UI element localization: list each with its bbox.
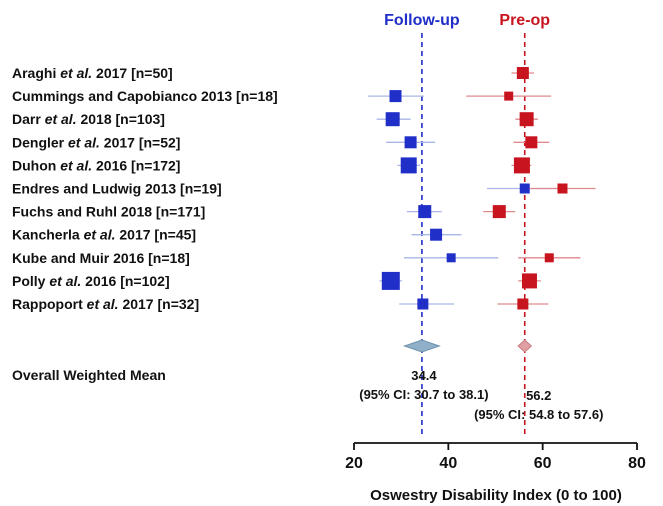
x-axis-label: Oswestry Disability Index (0 to 100) [370,487,622,504]
overall-value-1: 34.4 [411,368,437,383]
series-headers: Follow-up Pre-op [384,12,550,29]
study-marker [557,183,568,194]
overall-estimates: Overall Weighted Mean 34.4 (95% CI: 30.7 … [12,339,603,422]
study-label-rest: 2016 [n=102] [81,273,169,289]
study-label-etal: et al. [68,134,100,150]
study-label-name: Kancherla [12,227,84,243]
study-marker [417,298,429,310]
study-label-name: Rappoport [12,296,87,312]
series-header-1: Follow-up [384,12,460,29]
study-label: Dengler et al. 2017 [n=52] [12,134,180,150]
study-marker [504,91,514,101]
study-label-name: Polly [12,273,49,289]
study-label: Kube and Muir 2016 [n=18] [12,250,190,266]
study-label-rest: 2017 [n=32] [119,296,200,312]
overall-value-2: 56.2 [526,388,551,403]
overall-ci-1: (95% CI: 30.7 to 38.1) [359,387,488,402]
study-label-name: Endres and Ludwig 2013 [n=19] [12,181,222,197]
study-marker [400,157,417,174]
study-marker [418,205,432,219]
study-marker [525,136,538,149]
x-tick-label: 40 [439,455,457,472]
study-marker [446,253,456,263]
x-axis: Oswestry Disability Index (0 to 100) 20 4… [345,442,646,504]
x-tick-label: 80 [628,455,646,472]
study-label: Rappoport et al. 2017 [n=32] [12,296,199,312]
overall-ci-2: (95% CI: 54.8 to 57.6) [474,407,603,422]
study-label: Cummings and Capobianco 2013 [n=18] [12,88,278,104]
study-marker [381,271,400,290]
study-label-name: Araghi [12,65,60,81]
reference-lines [421,33,526,438]
x-tick-label: 20 [345,455,363,472]
study-label: Duhon et al. 2016 [n=172] [12,157,180,173]
study-label-name: Cummings and Capobianco 2013 [n=18] [12,88,278,104]
study-label: Fuchs and Ruhl 2018 [n=171] [12,204,205,220]
study-marker [404,136,417,149]
study-marker [544,253,554,263]
study-label-name: Duhon [12,157,60,173]
study-label: Darr et al. 2018 [n=103] [12,111,165,127]
study-label-rest: 2018 [n=103] [77,111,165,127]
study-label-rest: 2017 [n=50] [92,65,173,81]
x-tick-label: 60 [534,455,552,472]
study-label: Polly et al. 2016 [n=102] [12,273,170,289]
study-label-name: Kube and Muir 2016 [n=18] [12,250,190,266]
study-label-etal: et al. [84,227,116,243]
overall-diamond-1 [402,339,441,353]
overall-diamond-2 [517,339,533,353]
study-label-rest: 2016 [n=172] [92,157,180,173]
study-marker [385,112,400,127]
study-marker [517,298,529,310]
study-marker [430,228,443,241]
study-label-etal: et al. [87,296,119,312]
study-label: Araghi et al. 2017 [n=50] [12,65,173,81]
overall-label: Overall Weighted Mean [12,367,166,383]
study-label: Kancherla et al. 2017 [n=45] [12,227,196,243]
study-label-etal: et al. [49,273,81,289]
study-label-etal: et al. [60,157,92,173]
study-marker [519,112,534,127]
study-marker [516,67,529,79]
study-marker [521,273,537,289]
study-label-name: Darr [12,111,45,127]
study-label-rest: 2017 [n=52] [100,134,181,150]
study-label-etal: et al. [60,65,92,81]
study-marker [492,205,506,219]
study-label: Endres and Ludwig 2013 [n=19] [12,181,222,197]
study-marker [513,157,530,174]
study-markers [368,67,596,310]
study-labels: Araghi et al. 2017 [n=50] Cummings and Ca… [12,65,278,312]
study-label-rest: 2017 [n=45] [116,227,197,243]
study-label-name: Dengler [12,134,68,150]
study-marker [389,90,402,103]
study-label-etal: et al. [45,111,77,127]
study-label-name: Fuchs and Ruhl 2018 [n=171] [12,204,205,220]
series-header-2: Pre-op [499,12,550,29]
study-marker [519,183,530,194]
